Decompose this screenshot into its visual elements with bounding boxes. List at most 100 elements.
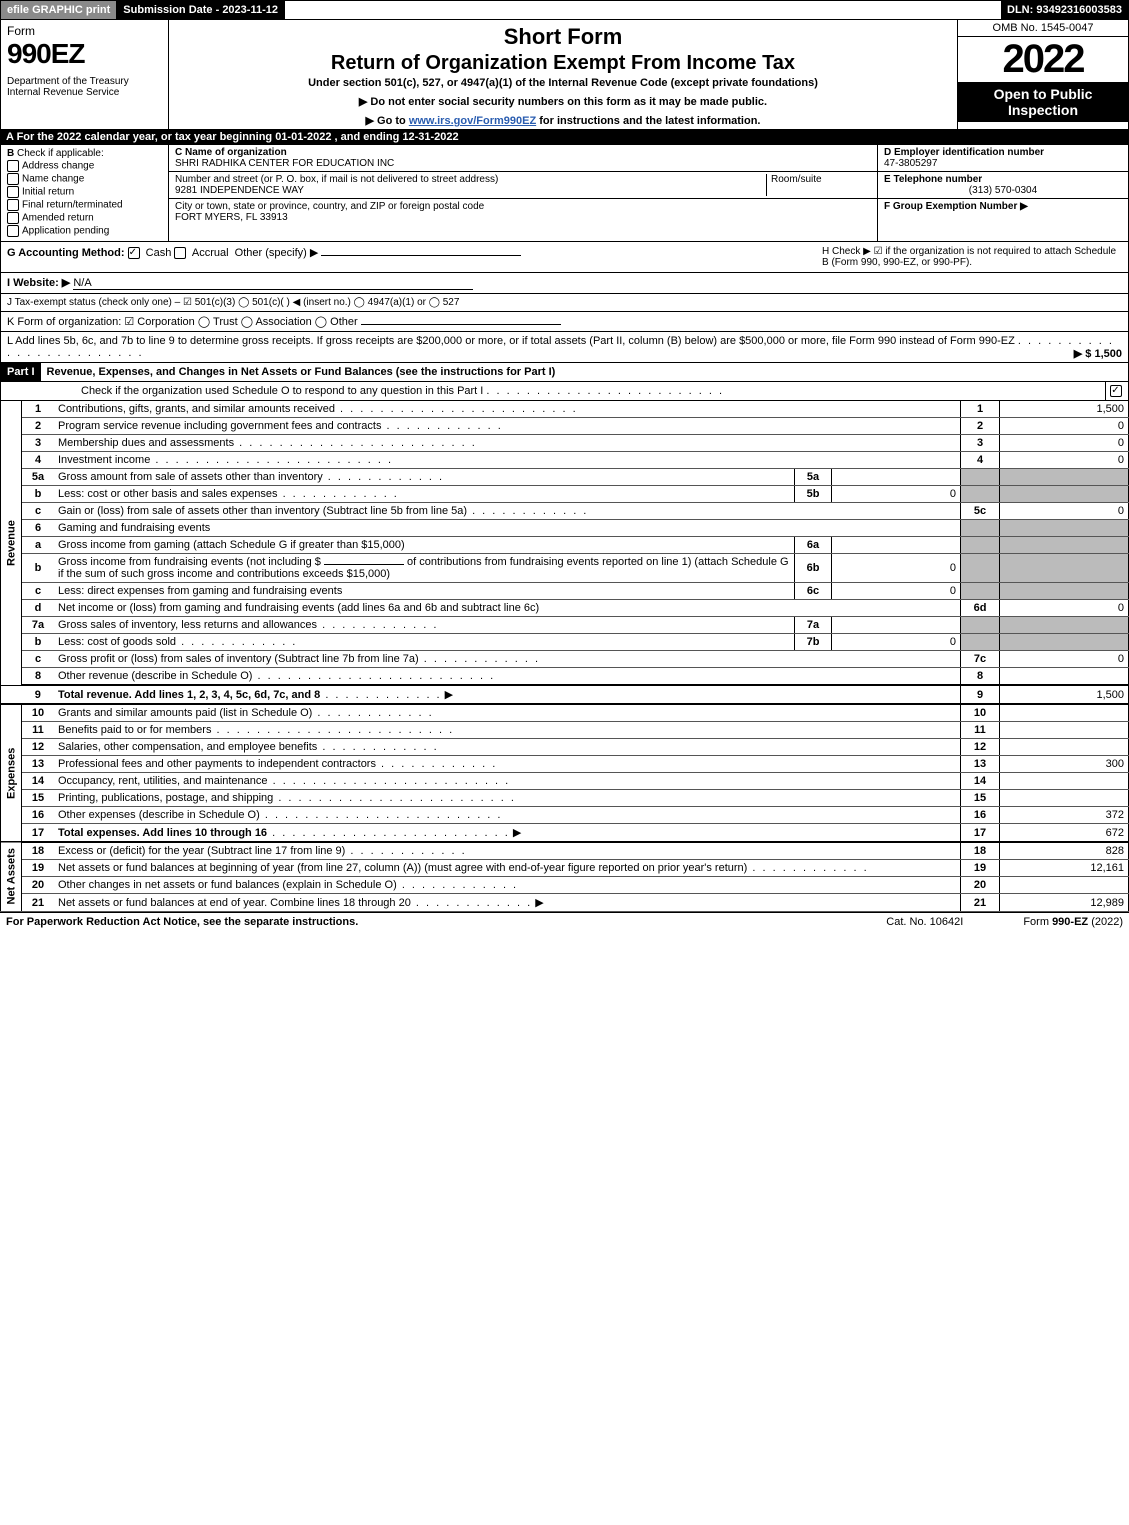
line-num: 13 [22,756,55,773]
line-20: 20 Other changes in net assets or fund b… [1,877,1129,894]
label-address-change: Address change [22,161,94,172]
website-value: N/A [73,277,473,290]
checkbox-address-change[interactable] [7,160,19,172]
section-a: A For the 2022 calendar year, or tax yea… [0,129,1129,145]
form-label: Form [7,24,162,38]
line-desc: Other expenses (describe in Schedule O) [58,809,260,821]
sub-label: 6b [795,554,832,583]
row-k: K Form of organization: ☑ Corporation ◯ … [0,312,1129,332]
part1-label: Part I [1,363,41,381]
dept-label: Department of the Treasury Internal Reve… [7,76,162,98]
sub-val [832,617,961,634]
line-box: 2 [961,418,1000,435]
row-j: J Tax-exempt status (check only one) ‒ ☑… [0,294,1129,312]
line-11: 11 Benefits paid to or for members 11 [1,722,1129,739]
checkbox-schedule-o[interactable] [1110,385,1122,397]
line-val [1000,704,1129,722]
line-box: 14 [961,773,1000,790]
other-org-field[interactable] [361,324,561,325]
line-16: 16 Other expenses (describe in Schedule … [1,807,1129,824]
part1-check-row: Check if the organization used Schedule … [0,382,1129,401]
line-desc: Professional fees and other payments to … [58,758,376,770]
line-num: b [22,554,55,583]
line-box: 17 [961,824,1000,843]
part1-header-row: Part I Revenue, Expenses, and Changes in… [0,363,1129,382]
shaded-cell [961,583,1000,600]
line-10: Expenses 10 Grants and similar amounts p… [1,704,1129,722]
line-desc: Total revenue. Add lines 1, 2, 3, 4, 5c,… [58,689,320,701]
checkbox-cash[interactable] [128,247,140,259]
shaded-cell [1000,486,1129,503]
line-desc: Contributions, gifts, grants, and simila… [58,403,335,415]
line-box: 7c [961,651,1000,668]
line-num: 21 [22,894,55,912]
line-1: Revenue 1 Contributions, gifts, grants, … [1,401,1129,418]
line-box: 21 [961,894,1000,912]
expenses-side-label: Expenses [1,704,22,842]
open-inspection: Open to Public Inspection [958,82,1128,122]
line-num: 10 [22,704,55,722]
line-num: 8 [22,668,55,686]
line-num: c [22,583,55,600]
goto-line: ▶ Go to www.irs.gov/Form990EZ for instru… [175,114,951,127]
section-b-label: B [7,148,14,159]
line-desc: Gross income from fundraising events (no… [58,556,321,568]
goto-post: for instructions and the latest informat… [536,115,760,127]
checkbox-final-return[interactable] [7,199,19,211]
line-desc: Less: direct expenses from gaming and fu… [58,585,342,597]
line-18: Net Assets 18 Excess or (deficit) for th… [1,842,1129,860]
line-num: 17 [22,824,55,843]
line-box: 6d [961,600,1000,617]
checkbox-application-pending[interactable] [7,225,19,237]
checkbox-amended-return[interactable] [7,212,19,224]
label-accrual: Accrual [192,247,229,259]
line-num: 9 [22,685,55,704]
line-box: 3 [961,435,1000,452]
line-box: 13 [961,756,1000,773]
line-13: 13 Professional fees and other payments … [1,756,1129,773]
line-7b: b Less: cost of goods sold 7b 0 [1,634,1129,651]
line-desc: Gross income from gaming (attach Schedul… [58,539,405,551]
sub-label: 5a [795,469,832,486]
footer-form-ref: Form 990-EZ (2022) [1023,916,1123,928]
ein-value: 47-3805297 [884,158,937,169]
line-num: 14 [22,773,55,790]
line-14: 14 Occupancy, rent, utilities, and maint… [1,773,1129,790]
line-desc: Investment income [58,454,150,466]
shaded-cell [961,537,1000,554]
dots [486,385,724,397]
shaded-cell [961,520,1000,537]
under-section: Under section 501(c), 527, or 4947(a)(1)… [175,77,951,89]
line-desc: Total expenses. Add lines 10 through 16 [58,827,267,839]
form-title: Short Form [175,24,951,50]
line-3: 3 Membership dues and assessments 3 0 [1,435,1129,452]
sub-val: 0 [832,634,961,651]
checkbox-initial-return[interactable] [7,186,19,198]
checkbox-accrual[interactable] [174,247,186,259]
line-val [1000,877,1129,894]
contrib-field[interactable] [324,564,404,565]
line-val: 12,989 [1000,894,1129,912]
efile-print-button[interactable]: efile GRAPHIC print [1,1,117,19]
line-box: 9 [961,685,1000,704]
shaded-cell [1000,617,1129,634]
line-val: 0 [1000,600,1129,617]
line-5b: b Less: cost or other basis and sales ex… [1,486,1129,503]
check-if-applicable: Check if applicable: [17,148,104,159]
shaded-cell [1000,554,1129,583]
row-l-text: L Add lines 5b, 6c, and 7b to line 9 to … [7,335,1015,347]
irs-link[interactable]: www.irs.gov/Form990EZ [409,115,536,127]
org-name: SHRI RADHIKA CENTER FOR EDUCATION INC [175,158,394,169]
footer-left: For Paperwork Reduction Act Notice, see … [6,916,358,928]
shaded-cell [1000,520,1129,537]
other-specify-field[interactable] [321,255,521,256]
line-17: 17 Total expenses. Add lines 10 through … [1,824,1129,843]
row-l-amount: ▶ $ 1,500 [1074,347,1122,360]
top-bar: efile GRAPHIC print Submission Date - 20… [0,0,1129,20]
line-desc: Net income or (loss) from gaming and fun… [58,602,539,614]
checkbox-name-change[interactable] [7,173,19,185]
shaded-cell [961,469,1000,486]
line-num: a [22,537,55,554]
sub-label: 6a [795,537,832,554]
line-val: 0 [1000,452,1129,469]
